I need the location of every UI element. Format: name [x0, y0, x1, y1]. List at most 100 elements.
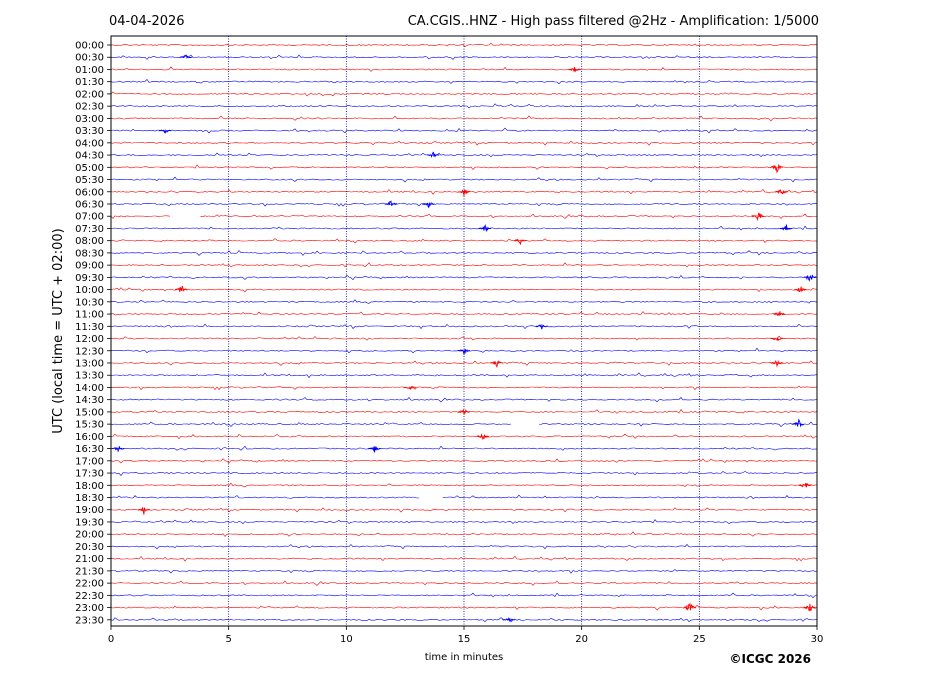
- gap-1530: [511, 420, 540, 429]
- trace-row-1700: [110, 458, 818, 464]
- y-tick-label-1700: 17:00: [75, 456, 104, 467]
- event-1000-29.3: [794, 286, 807, 293]
- y-tick-label-2030: 20:30: [75, 542, 104, 553]
- y-tick-label-0030: 00:30: [75, 53, 104, 64]
- chart-date: 04-04-2026: [109, 14, 185, 29]
- y-tick-label-0200: 02:00: [75, 89, 104, 100]
- y-tick-label-1200: 12:00: [75, 334, 104, 345]
- event-0500-28.3: [770, 163, 784, 174]
- event-1530-29.2: [791, 418, 805, 428]
- event-1630-11.2: [368, 446, 381, 453]
- event-1100-28.4: [773, 311, 786, 316]
- y-tick-label-0130: 01:30: [75, 77, 104, 88]
- y-tick-label-0900: 09:00: [75, 261, 104, 272]
- y-tick-label-0400: 04:00: [75, 138, 104, 149]
- y-axis-label: UTC (local time = UTC + 02:00): [51, 228, 66, 433]
- event-0330-2.3: [158, 128, 172, 134]
- event-0100-19.7: [568, 66, 581, 73]
- event-0730-28.7: [779, 224, 793, 231]
- event-0800-17.4: [514, 238, 527, 245]
- y-tick-label-2330: 23:30: [75, 615, 104, 626]
- event-1200-28.3: [770, 337, 784, 342]
- trace-row-1430: [110, 397, 818, 403]
- y-tick-label-0000: 00:00: [75, 41, 104, 52]
- trace-row-1330: [110, 372, 818, 379]
- x-axis-label: time in minutes: [425, 652, 504, 663]
- y-tick-label-1300: 13:00: [75, 358, 104, 369]
- event-2330-16.9: [502, 616, 515, 623]
- event-1300-28.3: [770, 359, 784, 368]
- x-tick-label-20: 20: [575, 634, 588, 645]
- trace-row-0900: [111, 262, 818, 268]
- event-1400-12.7: [403, 385, 417, 390]
- gap-0700: [169, 212, 201, 221]
- y-tick-label-1530: 15:30: [75, 420, 104, 431]
- y-tick-label-1000: 10:00: [75, 285, 104, 296]
- event-0700-27.5: [751, 212, 765, 222]
- y-tick-label-0630: 06:30: [75, 199, 104, 210]
- data-gaps: [169, 212, 540, 502]
- event-0630-11.9: [384, 200, 398, 206]
- y-tick-label-2230: 22:30: [75, 591, 104, 602]
- y-tick-label-0530: 05:30: [75, 175, 104, 186]
- y-tick-label-0500: 05:00: [75, 163, 104, 174]
- y-tick-label-1900: 19:00: [75, 505, 104, 516]
- event-1500-15: [457, 408, 470, 415]
- y-tick-label-1830: 18:30: [75, 493, 104, 504]
- trace-row-2230: [110, 592, 818, 599]
- y-tick-label-1030: 10:30: [75, 297, 104, 308]
- y-tick-label-0100: 01:00: [75, 65, 104, 76]
- trace-row-1300: [110, 360, 818, 366]
- y-tick-label-1500: 15:00: [75, 407, 104, 418]
- event-0730-15.9: [478, 223, 492, 233]
- y-tick-label-1800: 18:00: [75, 481, 104, 492]
- trace-row-0330: [110, 127, 818, 134]
- event-0600-28.5: [775, 189, 788, 195]
- trace-row-1800: [110, 482, 818, 488]
- y-tick-label-0830: 08:30: [75, 248, 104, 259]
- gap-1830: [419, 493, 443, 502]
- trace-row-0930: [110, 274, 818, 281]
- y-tick-label-0230: 02:30: [75, 102, 104, 113]
- x-tick-label-5: 5: [225, 634, 231, 645]
- y-tick-label-2100: 21:00: [75, 554, 104, 565]
- y-tick-label-1600: 16:00: [75, 432, 104, 443]
- y-tick-label-0930: 09:30: [75, 273, 104, 284]
- event-1900-1.4: [137, 507, 151, 515]
- event-1300-16.4: [490, 360, 503, 368]
- y-tick-label-0800: 08:00: [75, 236, 104, 247]
- y-tick-label-1230: 12:30: [75, 346, 104, 357]
- y-tick-label-0330: 03:30: [75, 126, 104, 137]
- x-tick-label-15: 15: [458, 634, 471, 645]
- event-2300-29.7: [803, 603, 817, 612]
- y-tick-label-1400: 14:00: [75, 383, 104, 394]
- event-1230-15: [457, 348, 471, 356]
- y-tick-label-1430: 14:30: [75, 395, 104, 406]
- event-0430-13.7: [426, 151, 440, 158]
- y-tick-label-1130: 11:30: [75, 322, 104, 333]
- y-tick-label-0700: 07:00: [75, 212, 104, 223]
- x-axis-ticks: 0 5 10 15 20 25 30: [108, 626, 824, 645]
- event-0600-15: [457, 188, 471, 196]
- x-tick-label-30: 30: [811, 634, 824, 645]
- y-tick-label-1330: 13:30: [75, 371, 104, 382]
- event-1630-0.3: [112, 446, 125, 453]
- y-tick-label-0730: 07:30: [75, 224, 104, 235]
- y-tick-label-1730: 17:30: [75, 469, 104, 480]
- y-tick-label-0600: 06:00: [75, 187, 104, 198]
- trace-row-0430: [110, 152, 818, 158]
- event-1000-3: [175, 285, 188, 292]
- y-tick-label-1930: 19:30: [75, 517, 104, 528]
- trace-rows: [110, 42, 818, 623]
- x-tick-label-0: 0: [108, 634, 114, 645]
- copyright-label: ©ICGC 2026: [729, 652, 811, 666]
- event-0030-3.2: [179, 54, 193, 59]
- y-tick-label-2200: 22:00: [75, 579, 104, 590]
- y-tick-label-1630: 16:30: [75, 444, 104, 455]
- event-2300-24.6: [683, 602, 697, 611]
- event-0930-29.7: [803, 274, 816, 282]
- trace-row-1400: [110, 385, 818, 391]
- trace-row-1730: [111, 470, 818, 476]
